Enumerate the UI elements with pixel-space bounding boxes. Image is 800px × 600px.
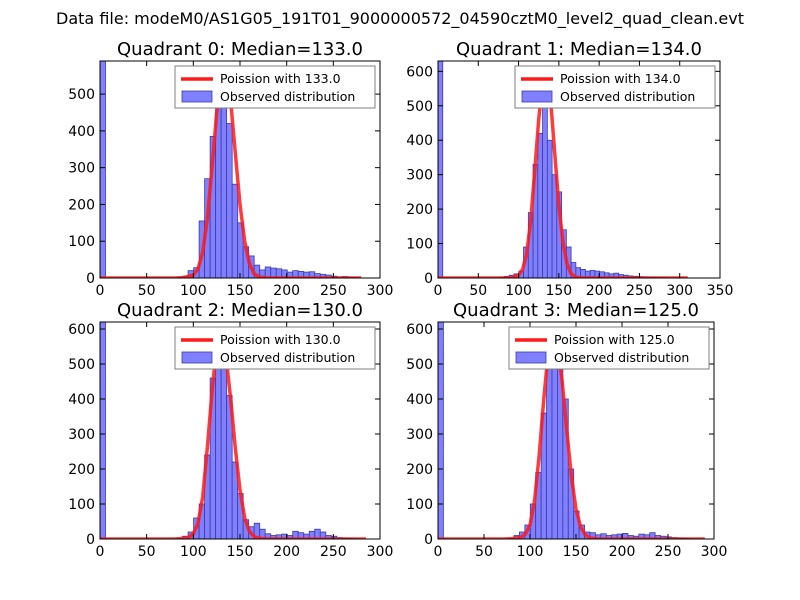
y-tick-label: 200 bbox=[406, 462, 433, 478]
subplot-title: Quadrant 1: Median=134.0 bbox=[456, 39, 702, 60]
x-tick-label: 100 bbox=[505, 283, 532, 299]
legend: Poission with 134.0 Observed distribution bbox=[514, 65, 716, 109]
plot-area bbox=[438, 322, 705, 539]
y-tick-label: 0 bbox=[86, 271, 95, 287]
x-tick-label: 150 bbox=[227, 283, 254, 299]
x-tick-label: 150 bbox=[563, 544, 590, 560]
histogram-bar bbox=[546, 139, 553, 278]
histogram-bar bbox=[100, 322, 106, 539]
y-tick-label: 600 bbox=[406, 322, 433, 338]
x-tick-label: 200 bbox=[586, 283, 613, 299]
histogram-bar bbox=[438, 61, 444, 278]
subplot-quadrant-3: Quadrant 3: Median=125.0 0 50 100 150 200 250 3… bbox=[406, 300, 727, 560]
subplot-title: Quadrant 2: Median=130.0 bbox=[117, 300, 363, 321]
histogram-bar bbox=[226, 123, 233, 278]
x-tick-label: 300 bbox=[701, 544, 728, 560]
x-tick-label: 300 bbox=[367, 283, 394, 299]
x-tick-label: 0 bbox=[434, 544, 443, 560]
x-tick-label: 150 bbox=[545, 283, 572, 299]
legend-bar-swatch bbox=[515, 351, 547, 364]
y-tick-label: 100 bbox=[406, 497, 433, 513]
y-tick-label: 500 bbox=[406, 357, 433, 373]
x-tick-label: 250 bbox=[320, 283, 347, 299]
legend: Poission with 133.0 Observed distribution bbox=[174, 65, 376, 109]
y-tick-label: 200 bbox=[406, 202, 433, 218]
y-tick-label: 400 bbox=[68, 124, 95, 140]
y-tick-label: 500 bbox=[68, 87, 95, 103]
legend: Poission with 125.0 Observed distribution bbox=[508, 326, 710, 370]
histogram-bar bbox=[438, 322, 444, 539]
legend-hist-label: Observed distribution bbox=[560, 89, 695, 104]
subplot-title: Quadrant 3: Median=125.0 bbox=[453, 300, 699, 321]
x-tick-label: 100 bbox=[180, 283, 207, 299]
y-tick-label: 600 bbox=[68, 322, 95, 338]
x-tick-label: 50 bbox=[469, 283, 487, 299]
axes-frame bbox=[437, 60, 721, 279]
x-tick-label: 350 bbox=[707, 283, 734, 299]
y-tick-label: 400 bbox=[406, 133, 433, 149]
subplot-quadrant-1: Quadrant 1: Median=134.0 0 50 100 150 200 250 3… bbox=[406, 39, 733, 299]
x-tick-label: 50 bbox=[475, 544, 493, 560]
x-tick-label: 250 bbox=[626, 283, 653, 299]
y-tick-label: 600 bbox=[406, 64, 433, 80]
y-tick-label: 400 bbox=[68, 392, 95, 408]
subplot-title: Quadrant 0: Median=133.0 bbox=[117, 39, 363, 60]
figure-suptitle: Data file: modeM0/AS1G05_191T01_90000005… bbox=[56, 9, 744, 29]
x-tick-label: 250 bbox=[320, 544, 347, 560]
legend-bar-swatch bbox=[181, 90, 213, 103]
legend-bar-swatch bbox=[181, 351, 213, 364]
x-tick-label: 200 bbox=[273, 283, 300, 299]
histogram-bar bbox=[100, 61, 106, 278]
x-tick-label: 250 bbox=[655, 544, 682, 560]
subplot-grid: Quadrant 0: Median=133.0 0 50 100 150 200 250 3… bbox=[68, 39, 733, 560]
x-tick-label: 0 bbox=[96, 283, 105, 299]
legend-fit-label: Poission with 125.0 bbox=[554, 332, 675, 347]
subplot-quadrant-0: Quadrant 0: Median=133.0 0 50 100 150 200 250 3… bbox=[68, 39, 393, 299]
legend-fit-label: Poission with 134.0 bbox=[560, 71, 681, 86]
histogram-bar bbox=[537, 132, 543, 278]
legend-hist-label: Observed distribution bbox=[220, 350, 355, 365]
legend-hist-label: Observed distribution bbox=[220, 89, 355, 104]
y-tick-label: 200 bbox=[68, 462, 95, 478]
histogram-bar bbox=[231, 183, 239, 278]
y-tick-label: 300 bbox=[68, 427, 95, 443]
y-tick-label: 400 bbox=[406, 392, 433, 408]
y-tick-label: 0 bbox=[424, 271, 433, 287]
y-tick-label: 300 bbox=[406, 427, 433, 443]
y-tick-label: 500 bbox=[406, 99, 433, 115]
legend-hist-label: Observed distribution bbox=[554, 350, 689, 365]
x-tick-label: 300 bbox=[666, 283, 693, 299]
y-tick-label: 100 bbox=[406, 237, 433, 253]
y-tick-label: 300 bbox=[68, 161, 95, 177]
subplot-quadrant-2: Quadrant 2: Median=130.0 0 50 100 150 200 250 3… bbox=[68, 300, 393, 560]
histogram-bar bbox=[220, 356, 228, 539]
x-tick-label: 200 bbox=[273, 544, 300, 560]
x-tick-label: 100 bbox=[180, 544, 207, 560]
y-tick-label: 500 bbox=[68, 357, 95, 373]
legend-bar-swatch bbox=[521, 90, 553, 103]
x-tick-label: 0 bbox=[96, 544, 105, 560]
x-tick-label: 150 bbox=[227, 544, 254, 560]
legend: Poission with 130.0 Observed distribution bbox=[174, 326, 376, 370]
legend-fit-label: Poission with 133.0 bbox=[220, 71, 341, 86]
x-tick-label: 200 bbox=[609, 544, 636, 560]
y-tick-label: 0 bbox=[86, 532, 95, 548]
y-tick-label: 100 bbox=[68, 497, 95, 513]
x-tick-label: 300 bbox=[367, 544, 394, 560]
legend-fit-label: Poission with 130.0 bbox=[220, 332, 341, 347]
x-tick-label: 50 bbox=[138, 544, 156, 560]
y-tick-label: 0 bbox=[424, 532, 433, 548]
x-tick-label: 0 bbox=[434, 283, 443, 299]
x-tick-label: 50 bbox=[138, 283, 156, 299]
plot-area bbox=[438, 61, 688, 278]
y-tick-label: 200 bbox=[68, 197, 95, 213]
y-tick-label: 300 bbox=[406, 168, 433, 184]
x-tick-label: 100 bbox=[517, 544, 544, 560]
y-tick-label: 100 bbox=[68, 234, 95, 250]
